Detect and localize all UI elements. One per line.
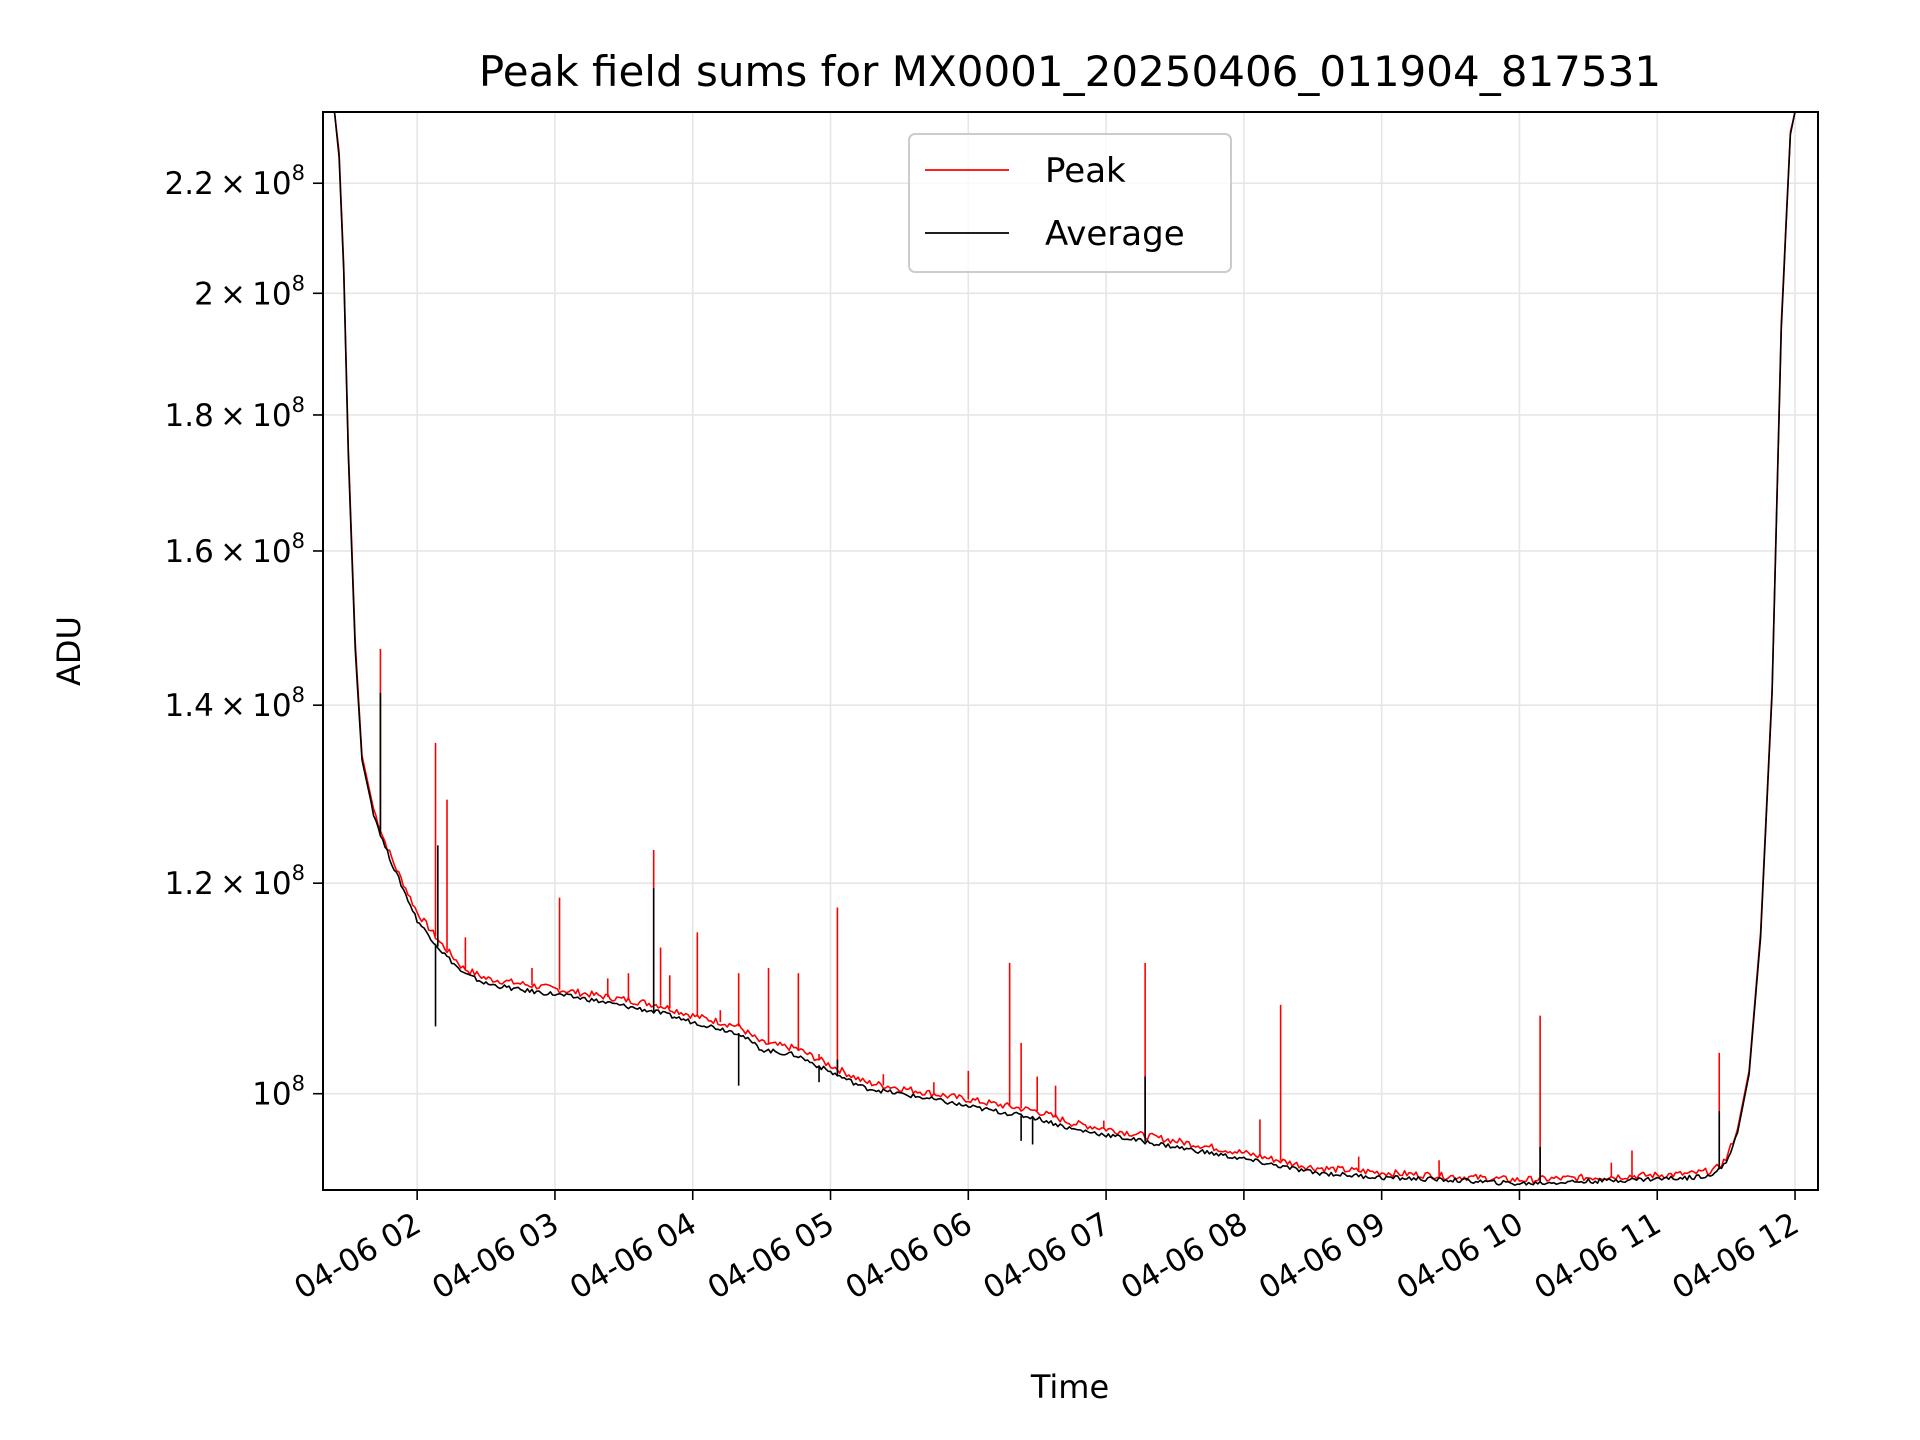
plot-area [323, 112, 1796, 1186]
legend-box [908, 133, 1232, 273]
chart-title: Peak field sums for MX0001_20250406_0119… [479, 47, 1661, 96]
y-tick-label: 1.2 × 108 [165, 861, 305, 902]
y-tick-label: 2 × 108 [194, 271, 305, 312]
series-line-peak [323, 112, 1796, 1184]
legend: Peak Average [908, 133, 1232, 273]
series-line-average [323, 112, 1796, 1186]
legend-label-average: Average [1045, 214, 1185, 254]
x-axis-label: Time [1030, 1368, 1109, 1406]
y-tick-label: 1.6 × 108 [165, 529, 305, 570]
axes-frame [322, 111, 1819, 1191]
y-tick-label: 1.4 × 108 [165, 683, 305, 724]
y-tick-label: 2.2 × 108 [165, 161, 305, 202]
y-tick-label: 1.8 × 108 [165, 393, 305, 434]
y-axis: 108 1.2 × 108 1.4 × 108 1.6 × 108 1.8 × 108 2… [165, 161, 323, 1113]
grid [323, 112, 1818, 1190]
y-axis-label: ADU [50, 616, 88, 686]
legend-label-peak: Peak [1045, 151, 1126, 191]
y-tick-label: 108 [252, 1072, 305, 1113]
